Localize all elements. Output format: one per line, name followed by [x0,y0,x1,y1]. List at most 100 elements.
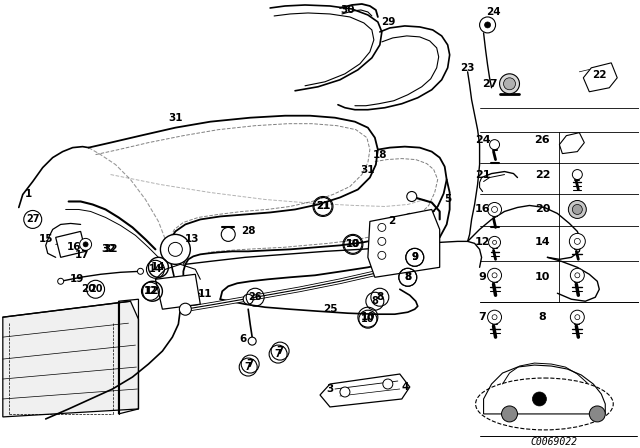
Text: 9: 9 [411,252,419,263]
Circle shape [479,17,495,33]
Circle shape [570,268,584,282]
Text: 22: 22 [534,169,550,180]
Circle shape [575,273,580,278]
Polygon shape [56,232,86,257]
Text: 1: 1 [25,190,33,199]
Circle shape [488,237,500,248]
Text: 14: 14 [151,263,166,272]
Text: 20: 20 [535,204,550,215]
Circle shape [570,233,586,250]
Text: 21: 21 [316,202,330,211]
Text: 10: 10 [361,314,374,324]
Polygon shape [320,374,410,407]
Text: 7: 7 [275,349,282,359]
Circle shape [493,241,497,244]
Text: 30: 30 [340,5,355,15]
Text: 8: 8 [538,312,547,322]
Text: 31: 31 [360,164,375,175]
Text: 5: 5 [444,194,451,204]
Circle shape [492,207,497,212]
Text: 27: 27 [482,79,497,89]
Circle shape [484,22,491,28]
Text: 20: 20 [89,284,102,294]
Text: 20: 20 [81,284,96,294]
Circle shape [407,191,417,202]
Circle shape [79,238,92,250]
Circle shape [502,406,518,422]
Polygon shape [3,301,138,417]
Circle shape [83,242,88,247]
Polygon shape [484,365,605,414]
Text: 7: 7 [246,359,254,369]
Circle shape [500,74,520,94]
Text: 24: 24 [486,7,501,17]
Circle shape [340,387,350,397]
Text: 7: 7 [276,346,284,356]
Text: 2: 2 [388,216,396,226]
Text: 21: 21 [475,169,490,180]
Circle shape [575,314,580,320]
Text: 11: 11 [198,289,212,299]
Circle shape [138,268,143,274]
Text: 12: 12 [475,237,490,247]
Text: 14: 14 [534,237,550,247]
Text: 13: 13 [185,234,200,244]
Text: 32: 32 [103,244,118,254]
Text: 8: 8 [404,272,412,282]
Text: 10: 10 [535,272,550,282]
Text: 32: 32 [101,244,116,254]
Text: 10: 10 [360,312,375,322]
Circle shape [248,337,256,345]
Circle shape [572,169,582,180]
Text: 8: 8 [404,272,412,282]
Text: 8: 8 [376,292,383,302]
Circle shape [221,228,236,241]
Polygon shape [368,210,440,277]
Text: 18: 18 [372,150,387,159]
Circle shape [570,310,584,324]
Text: 31: 31 [168,113,182,123]
Text: 22: 22 [592,70,607,80]
Circle shape [568,201,586,219]
Circle shape [574,238,580,244]
Text: 19: 19 [69,274,84,284]
Circle shape [378,237,386,246]
Text: 6: 6 [239,334,247,344]
Text: 3: 3 [326,384,333,394]
Text: 27: 27 [26,215,40,224]
Text: 24: 24 [475,135,490,145]
Text: 9: 9 [479,272,486,282]
Text: 26: 26 [534,135,550,145]
Circle shape [532,392,547,406]
Circle shape [492,314,497,320]
Text: 7: 7 [479,312,486,322]
Text: 10: 10 [346,239,360,250]
Circle shape [488,268,502,282]
Polygon shape [156,274,200,309]
Text: 12: 12 [144,286,157,296]
Text: 16: 16 [67,242,81,252]
Text: 26: 26 [248,292,262,302]
Circle shape [243,294,253,304]
Circle shape [572,204,582,215]
Circle shape [488,310,502,324]
Circle shape [179,303,191,315]
Text: 14: 14 [148,264,162,274]
Text: 29: 29 [381,17,395,27]
Text: 15: 15 [38,234,53,244]
Circle shape [383,379,393,389]
Circle shape [589,406,605,422]
Text: 17: 17 [76,250,90,260]
Text: 4: 4 [401,382,408,392]
Text: 23: 23 [460,63,475,73]
Circle shape [161,234,190,264]
Text: 12: 12 [145,286,160,296]
Text: 8: 8 [371,296,378,306]
Text: 7: 7 [245,362,252,372]
Text: 9: 9 [412,252,418,263]
Circle shape [504,78,515,90]
Text: 25: 25 [323,304,337,314]
Circle shape [490,140,500,150]
Circle shape [378,224,386,232]
Text: 21: 21 [316,202,330,211]
